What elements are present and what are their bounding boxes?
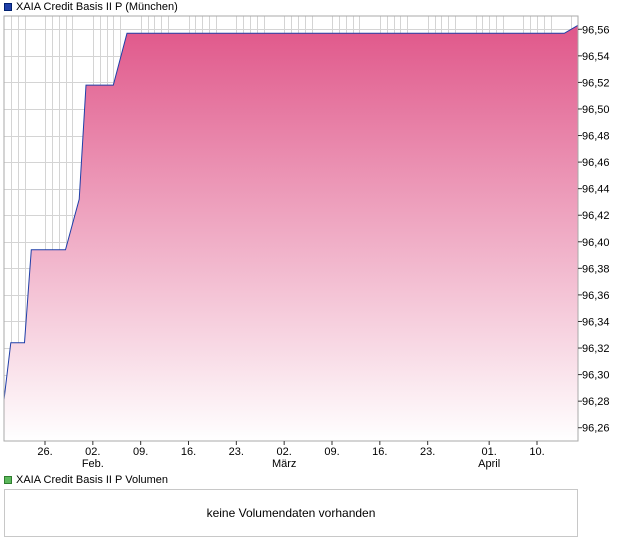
x-tick-label: 16. [372,446,387,458]
y-tick-label: 96,42 [582,210,610,222]
y-tick-label: 96,44 [582,184,610,196]
y-tick-label: 96,30 [582,370,610,382]
x-month-label: Feb. [82,458,104,470]
y-tick-label: 96,52 [582,77,610,89]
x-month-label: März [272,458,296,470]
legend-volume-swatch [4,476,12,484]
x-tick-label: 23. [229,446,244,458]
y-tick-label: 96,34 [582,316,610,328]
y-axis: 96,26 96,28 96,30 96,32 96,34 96,36 96,38 96,40… [578,24,610,435]
price-area [4,25,578,442]
legend-price: XAIA Credit Basis II P (München) [4,0,178,14]
x-tick-label: 02. [85,446,100,458]
volume-empty-message: keine Volumendaten vorhanden [206,506,376,520]
x-tick-label: 02. [277,446,292,458]
y-tick-label: 96,32 [582,343,610,355]
y-tick-label: 96,38 [582,263,610,275]
x-tick-label: 16. [181,446,196,458]
x-tick-label: 10. [529,446,544,458]
legend-volume-label: XAIA Credit Basis II P Volumen [16,474,169,486]
x-tick-label: 23. [420,446,435,458]
y-tick-label: 96,48 [582,131,610,143]
x-tick-label: 09. [324,446,339,458]
y-tick-label: 96,50 [582,104,610,116]
y-tick-label: 96,56 [582,24,610,36]
y-tick-label: 96,54 [582,51,610,63]
volume-panel: keine Volumendaten vorhanden [4,489,578,537]
price-chart: 96,26 96,28 96,30 96,32 96,34 96,36 96,38 96,40… [3,15,610,470]
y-tick-label: 96,46 [582,157,610,169]
x-month-label: April [478,458,500,470]
legend-price-swatch [4,3,12,11]
x-tick-label: 01. [482,446,497,458]
y-tick-label: 96,36 [582,290,610,302]
y-tick-label: 96,26 [582,423,610,435]
x-tick-label: 09. [133,446,148,458]
legend-volume: XAIA Credit Basis II P Volumen [4,473,168,487]
y-tick-label: 96,40 [582,237,610,249]
x-tick-label: 26. [37,446,52,458]
plot-frame [3,15,579,442]
price-line [3,24,579,400]
y-tick-label: 96,28 [582,396,610,408]
legend-price-label: XAIA Credit Basis II P (München) [16,1,178,13]
